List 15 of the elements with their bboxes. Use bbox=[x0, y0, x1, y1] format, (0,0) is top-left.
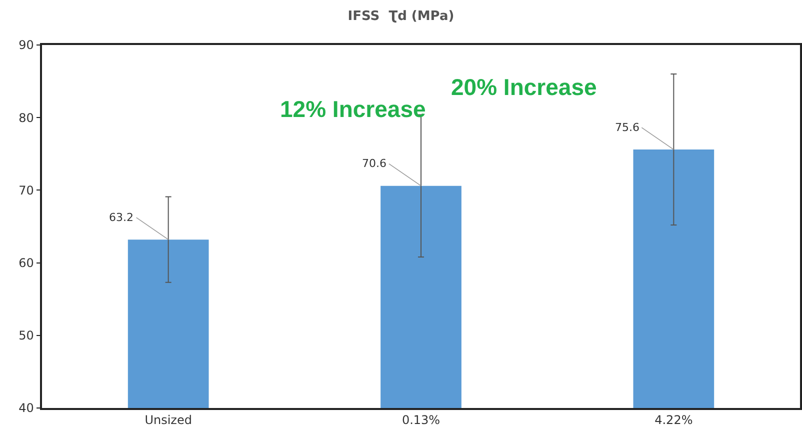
y-tick-label: 70 bbox=[18, 183, 34, 198]
x-tick-label: Unsized bbox=[144, 413, 192, 428]
data-label: 63.2 bbox=[109, 211, 134, 224]
y-tick-label: 60 bbox=[18, 256, 34, 270]
annotation: 20% Increase bbox=[451, 74, 597, 100]
chart-title: IFSS Ʈd (MPa) bbox=[348, 9, 454, 24]
annotation: 12% Increase bbox=[280, 96, 426, 122]
x-tick-label: 4.22% bbox=[654, 413, 693, 428]
data-label: 70.6 bbox=[362, 157, 386, 170]
y-tick-label: 90 bbox=[18, 38, 34, 52]
data-label: 75.6 bbox=[615, 121, 640, 134]
x-tick-label: 0.13% bbox=[402, 413, 440, 428]
y-tick-label: 40 bbox=[18, 401, 34, 416]
y-tick-label: 80 bbox=[18, 110, 34, 125]
y-tick-label: 50 bbox=[18, 328, 34, 343]
